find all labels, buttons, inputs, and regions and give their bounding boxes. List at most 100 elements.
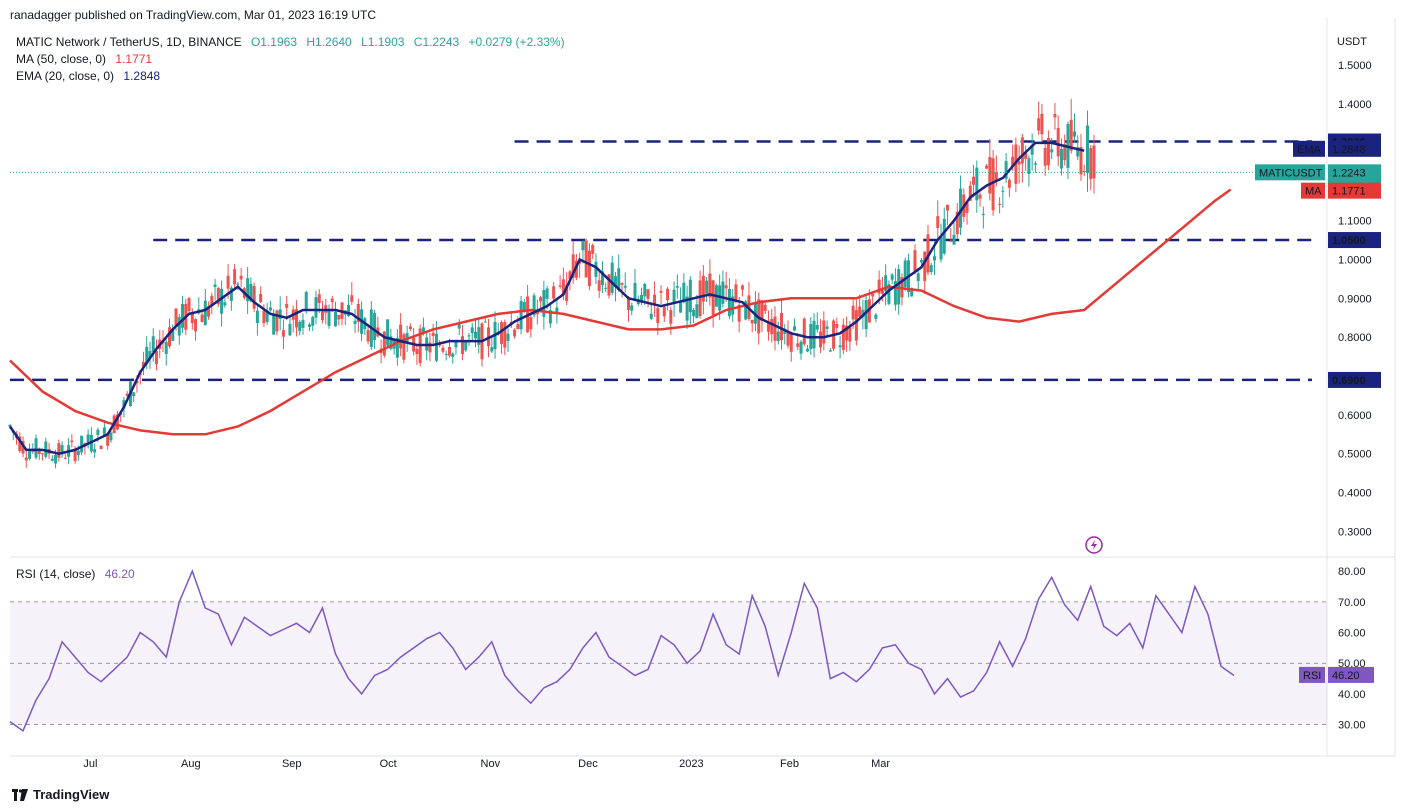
- symbol-legend: MATIC Network / TetherUS, 1D, BINANCE O1…: [16, 35, 565, 49]
- candle-body: [73, 448, 77, 462]
- candle-body: [70, 440, 74, 443]
- candle-body: [434, 333, 438, 361]
- candle-body: [1059, 148, 1063, 169]
- candle-body: [96, 429, 100, 435]
- candle-body: [594, 261, 598, 277]
- candle-body: [740, 285, 744, 290]
- candle-body: [946, 204, 950, 211]
- candle-body: [604, 287, 608, 289]
- candle-body: [913, 250, 917, 272]
- candle-body: [327, 310, 331, 326]
- candle-body: [477, 327, 481, 345]
- candle-body: [666, 288, 670, 301]
- candle-body: [80, 435, 84, 453]
- candle-body: [102, 427, 106, 435]
- candle-body: [386, 319, 390, 346]
- lightning-icon[interactable]: [1085, 536, 1103, 554]
- candle-body: [301, 319, 305, 328]
- candle-body: [63, 457, 67, 459]
- rsi-legend: RSI (14, close) 46.20: [16, 567, 135, 581]
- candle-body: [164, 342, 168, 354]
- candle-body: [281, 330, 285, 337]
- candle-body: [861, 309, 865, 318]
- candle-body: [584, 240, 588, 278]
- candle-body: [50, 458, 54, 461]
- candle-body: [617, 268, 621, 290]
- candle-body: [226, 275, 230, 289]
- candle-body: [135, 381, 139, 384]
- candle-body: [516, 324, 520, 330]
- candle-body: [1082, 170, 1086, 172]
- candle-body: [233, 269, 237, 285]
- candle-body: [864, 300, 868, 330]
- candle-body: [600, 271, 604, 286]
- ma-line: [9, 188, 1232, 436]
- candle-body: [513, 329, 517, 337]
- candle-body: [727, 288, 731, 317]
- candle-body: [229, 287, 233, 301]
- candle-body: [815, 324, 819, 330]
- candle-body: [239, 275, 243, 280]
- price-tick-label: 1.0000: [1338, 254, 1372, 266]
- candle-body: [395, 337, 399, 358]
- candle-body: [1056, 128, 1060, 157]
- candle-body: [1007, 179, 1011, 188]
- candle-body: [711, 280, 715, 316]
- candle-body: [171, 328, 175, 341]
- candle-body: [613, 276, 617, 287]
- candle-body: [57, 443, 61, 458]
- candle-body: [298, 321, 302, 332]
- candle-body: [451, 353, 455, 357]
- candle-body: [597, 280, 601, 291]
- candle-body: [1004, 161, 1008, 179]
- candle-body: [402, 334, 406, 360]
- candle-body: [177, 317, 181, 336]
- candle-body: [366, 330, 370, 342]
- candle-body: [216, 288, 220, 305]
- candle-body: [776, 331, 780, 342]
- candle-body: [1040, 113, 1044, 135]
- candle-body: [311, 316, 315, 326]
- candle-body: [106, 434, 110, 446]
- candle-body: [249, 283, 253, 302]
- candle-body: [529, 317, 533, 330]
- candle-body: [701, 275, 705, 302]
- candle-body: [936, 216, 940, 228]
- candle-body: [571, 254, 575, 278]
- candle-body: [145, 346, 149, 365]
- candle-body: [545, 288, 549, 299]
- candle-body: [923, 251, 927, 282]
- price-tick-label: 0.3000: [1338, 526, 1372, 538]
- candle-body: [949, 240, 953, 242]
- candle-body: [44, 441, 48, 457]
- candle-body: [972, 176, 976, 185]
- candle-body: [304, 292, 308, 309]
- candle-body: [581, 240, 585, 251]
- candle-body: [535, 310, 539, 315]
- candle-body: [692, 310, 696, 317]
- candle-body: [539, 297, 543, 302]
- candle-body: [718, 285, 722, 311]
- price-tick-label: 0.4000: [1338, 488, 1372, 500]
- candle-body: [210, 295, 214, 306]
- candle-body: [187, 298, 191, 312]
- ma-value-label: 1.1771: [1332, 186, 1366, 198]
- candle-body: [806, 348, 810, 352]
- candle-body: [770, 318, 774, 335]
- candle-body: [1027, 158, 1031, 174]
- candle-body: [1085, 125, 1089, 174]
- candle-body: [389, 336, 393, 349]
- candle-body: [350, 295, 354, 302]
- candle-body: [558, 285, 562, 287]
- candle-body: [789, 333, 793, 352]
- last-price-label: 1.2243: [1332, 167, 1366, 179]
- candle-body: [373, 313, 377, 341]
- lightning-icon-circle: [1085, 536, 1103, 554]
- tradingview-brand: TradingView: [33, 787, 110, 802]
- price-tick-label: 0.8000: [1338, 332, 1372, 344]
- candle-body: [988, 157, 992, 194]
- candle-body: [724, 285, 728, 289]
- candle-body: [819, 331, 823, 348]
- candle-body: [851, 305, 855, 320]
